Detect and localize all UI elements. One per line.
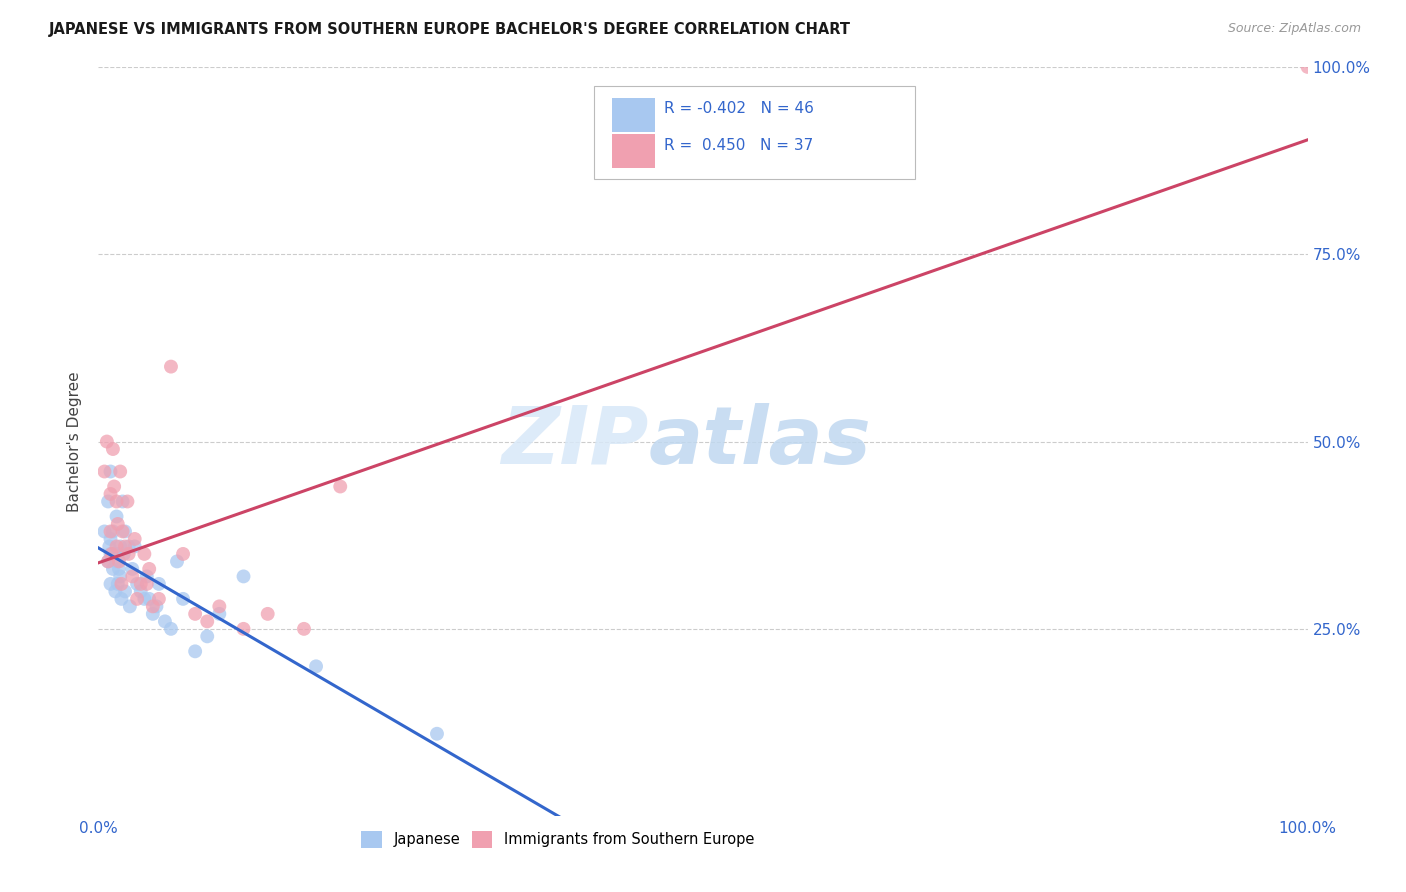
Text: ZIP: ZIP — [501, 402, 648, 481]
Point — [118, 547, 141, 561]
Point — [142, 607, 165, 621]
Point — [135, 569, 157, 583]
Point — [160, 359, 183, 374]
Point — [124, 540, 146, 554]
Point — [134, 591, 156, 606]
Point — [107, 516, 129, 531]
Point — [105, 540, 128, 554]
Point — [105, 494, 128, 508]
Text: atlas: atlas — [648, 402, 872, 481]
Point — [101, 524, 124, 539]
Point — [121, 569, 143, 583]
Point — [112, 547, 135, 561]
Point — [166, 554, 188, 568]
Point — [117, 494, 139, 508]
Text: R = -0.402   N = 46: R = -0.402 N = 46 — [664, 101, 814, 116]
FancyBboxPatch shape — [595, 86, 915, 179]
Point — [129, 577, 152, 591]
Point — [138, 591, 160, 606]
Point — [93, 465, 115, 479]
Point — [114, 584, 136, 599]
Point — [110, 577, 132, 591]
Point — [104, 584, 127, 599]
Point — [110, 591, 132, 606]
Point — [97, 494, 120, 508]
FancyBboxPatch shape — [613, 98, 655, 132]
Text: JAPANESE VS IMMIGRANTS FROM SOUTHERN EUROPE BACHELOR'S DEGREE CORRELATION CHART: JAPANESE VS IMMIGRANTS FROM SOUTHERN EUR… — [49, 22, 851, 37]
Point — [108, 554, 131, 568]
FancyBboxPatch shape — [613, 135, 655, 168]
Point — [111, 494, 134, 508]
Point — [148, 577, 170, 591]
Text: R =  0.450   N = 37: R = 0.450 N = 37 — [664, 138, 814, 153]
Point — [101, 442, 124, 456]
Point — [142, 599, 165, 614]
Point — [135, 577, 157, 591]
Point — [108, 540, 131, 554]
Point — [100, 577, 122, 591]
Point — [292, 622, 315, 636]
Point — [184, 607, 207, 621]
Point — [172, 591, 194, 606]
Point — [160, 622, 183, 636]
Point — [93, 524, 115, 539]
Point — [107, 577, 129, 591]
Point — [305, 659, 328, 673]
Point — [100, 547, 122, 561]
Point — [96, 434, 118, 449]
Point — [232, 569, 254, 583]
Point — [100, 524, 122, 539]
Point — [100, 532, 122, 546]
Y-axis label: Bachelor's Degree: Bachelor's Degree — [67, 371, 83, 512]
Point — [103, 547, 125, 561]
Point — [105, 509, 128, 524]
Point — [145, 599, 167, 614]
Point — [111, 524, 134, 539]
Point — [195, 629, 218, 643]
Point — [172, 547, 194, 561]
Point — [97, 554, 120, 568]
Point — [100, 465, 122, 479]
Point — [184, 644, 207, 658]
Point — [127, 591, 149, 606]
Point — [138, 562, 160, 576]
Point — [100, 547, 122, 561]
Point — [118, 540, 141, 554]
Point — [103, 479, 125, 493]
Point — [105, 554, 128, 568]
Point — [114, 540, 136, 554]
Point — [329, 479, 352, 493]
Point — [208, 599, 231, 614]
Point — [108, 562, 131, 576]
Point — [118, 599, 141, 614]
Point — [256, 607, 278, 621]
Point — [232, 622, 254, 636]
Point — [108, 465, 131, 479]
Point — [195, 615, 218, 629]
Point — [124, 532, 146, 546]
Point — [426, 727, 449, 741]
Point — [100, 487, 122, 501]
Legend: Japanese, Immigrants from Southern Europe: Japanese, Immigrants from Southern Europ… — [356, 825, 761, 854]
Point — [1296, 60, 1319, 74]
Text: Source: ZipAtlas.com: Source: ZipAtlas.com — [1227, 22, 1361, 36]
Point — [148, 591, 170, 606]
Point — [97, 554, 120, 568]
Point — [101, 562, 124, 576]
Point — [153, 615, 176, 629]
Point — [121, 562, 143, 576]
Point — [127, 577, 149, 591]
Point — [208, 607, 231, 621]
Point — [107, 547, 129, 561]
Point — [108, 569, 131, 583]
Point — [114, 524, 136, 539]
Point — [129, 584, 152, 599]
Point — [134, 547, 156, 561]
Point — [98, 540, 121, 554]
